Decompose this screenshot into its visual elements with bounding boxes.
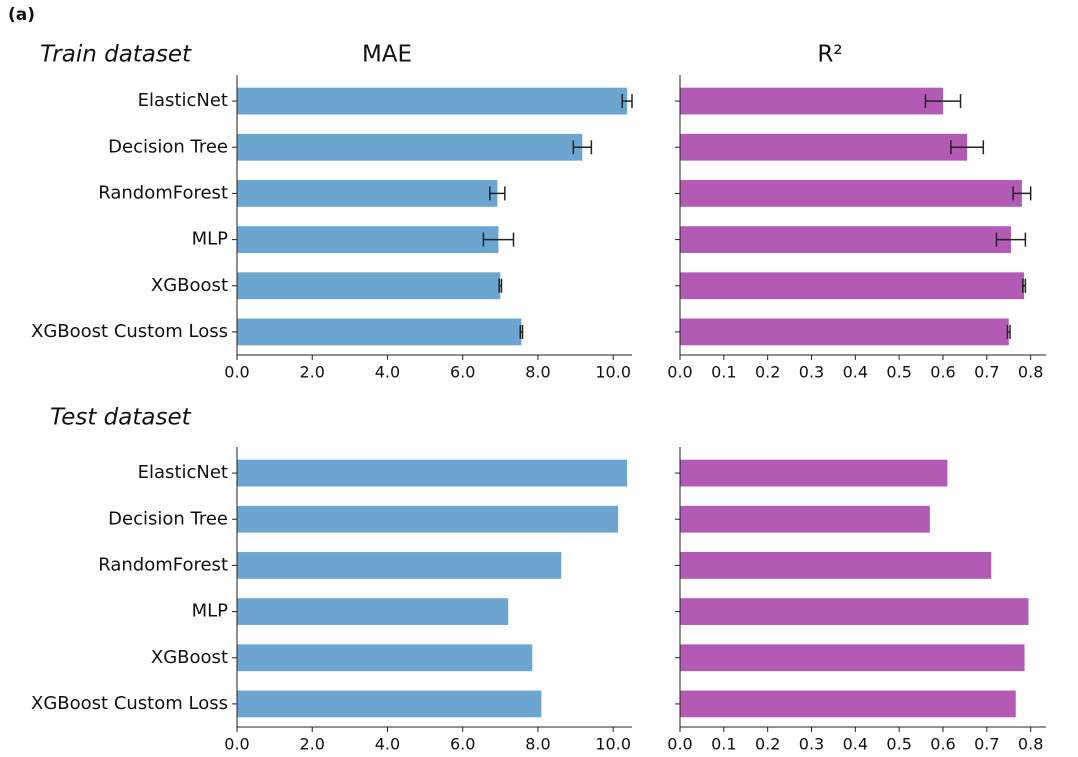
panel-label: (a) — [8, 5, 35, 25]
x-tick-label: 6.0 — [450, 735, 475, 754]
x-tick-label: 0.7 — [974, 363, 999, 382]
x-tick-label: 0.5 — [886, 735, 911, 754]
x-tick-label: 0.0 — [667, 363, 692, 382]
category-label: RandomForest — [98, 182, 228, 203]
bar — [237, 272, 501, 300]
x-tick-label: 0.5 — [886, 363, 911, 382]
x-tick-label: 0.8 — [1018, 735, 1043, 754]
x-tick-label: 0.3 — [799, 363, 824, 382]
error-bar — [1022, 278, 1027, 293]
bar — [680, 318, 1009, 346]
x-tick-label: 10.0 — [595, 735, 631, 754]
error-bar — [950, 140, 985, 155]
x-tick-label: 0.1 — [711, 735, 736, 754]
bar — [680, 226, 1011, 253]
bar — [680, 459, 948, 487]
x-tick-label: 0.6 — [930, 735, 955, 754]
bar — [237, 180, 498, 207]
bar — [680, 133, 968, 161]
x-tick-label: 4.0 — [375, 363, 400, 382]
bar — [680, 644, 1025, 672]
error-bar — [519, 324, 524, 339]
bar — [237, 598, 509, 625]
error-bar — [498, 278, 503, 293]
x-tick-label: 0.0 — [667, 735, 692, 754]
error-bar — [482, 232, 515, 247]
x-tick-label: 0.0 — [224, 363, 249, 382]
bar — [237, 133, 583, 161]
category-label: XGBoost Custom Loss — [31, 321, 228, 342]
bar — [237, 505, 619, 533]
bar — [237, 318, 522, 346]
x-tick-label: 2.0 — [300, 363, 325, 382]
x-tick-label: 10.0 — [595, 363, 631, 382]
bar — [237, 690, 542, 718]
x-tick-label: 0.4 — [843, 735, 868, 754]
chart-title: MAE — [362, 42, 412, 68]
row-label: Test dataset — [50, 405, 192, 431]
x-tick-label: 8.0 — [525, 735, 550, 754]
bar — [680, 272, 1025, 300]
bar — [680, 690, 1016, 718]
error-bar — [572, 140, 593, 155]
category-label: RandomForest — [98, 554, 228, 575]
error-bar — [621, 94, 633, 109]
bar — [237, 644, 533, 672]
x-tick-label: 6.0 — [450, 363, 475, 382]
category-label: MLP — [192, 229, 229, 250]
row-label: Train dataset — [40, 42, 192, 68]
category-label: ElasticNet — [138, 462, 228, 483]
category-label: XGBoost Custom Loss — [31, 693, 228, 714]
x-tick-label: 0.2 — [755, 735, 780, 754]
x-tick-label: 4.0 — [375, 735, 400, 754]
bar — [680, 87, 943, 115]
bar — [237, 87, 628, 115]
category-label: Decision Tree — [108, 508, 228, 529]
x-tick-label: 0.2 — [755, 363, 780, 382]
x-tick-label: 8.0 — [525, 363, 550, 382]
error-bar — [924, 94, 962, 109]
x-tick-label: 0.3 — [799, 735, 824, 754]
bar — [680, 598, 1029, 625]
x-tick-label: 0.1 — [711, 363, 736, 382]
x-tick-label: 0.6 — [930, 363, 955, 382]
error-bar — [489, 186, 506, 201]
chart-title: R² — [817, 42, 842, 68]
category-label: XGBoost — [151, 647, 228, 668]
category-label: Decision Tree — [108, 136, 228, 157]
x-tick-label: 0.4 — [843, 363, 868, 382]
category-label: MLP — [192, 601, 229, 622]
x-tick-label: 0.0 — [224, 735, 249, 754]
error-bar — [995, 232, 1027, 247]
bar — [237, 226, 499, 253]
x-tick-label: 0.8 — [1018, 363, 1043, 382]
bar — [237, 459, 628, 487]
bar — [680, 505, 930, 533]
x-tick-label: 2.0 — [300, 735, 325, 754]
bar — [237, 552, 562, 579]
error-bar — [1012, 186, 1032, 201]
error-bar — [1006, 324, 1011, 339]
category-label: XGBoost — [151, 275, 228, 296]
bar — [680, 180, 1022, 207]
bar — [680, 552, 992, 579]
x-tick-label: 0.7 — [974, 735, 999, 754]
category-label: ElasticNet — [138, 90, 228, 111]
